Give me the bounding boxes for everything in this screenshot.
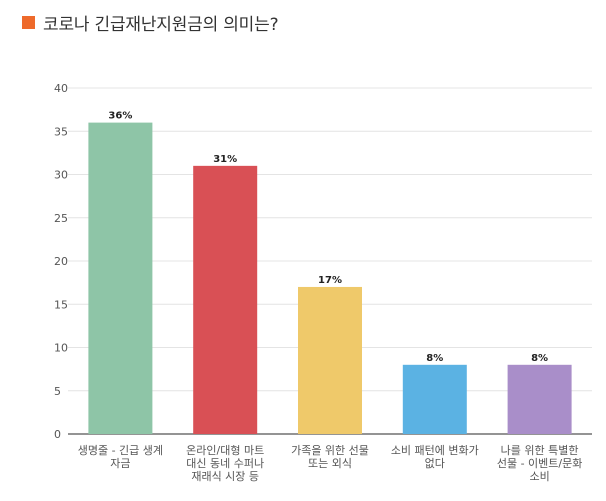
x-category-label: 소비 bbox=[529, 470, 549, 483]
x-category-label: 온라인/대형 마트 bbox=[186, 444, 264, 457]
y-tick-label: 5 bbox=[54, 385, 61, 398]
chart-title-row: 코로나 긴급재난지원금의 의미는? bbox=[22, 10, 279, 35]
y-tick-label: 20 bbox=[54, 255, 68, 268]
y-tick-label: 15 bbox=[54, 298, 68, 311]
x-category-label: 가족을 위한 선물 bbox=[291, 444, 369, 457]
bar bbox=[507, 364, 572, 434]
y-tick-label: 0 bbox=[54, 428, 61, 441]
y-tick-label: 40 bbox=[54, 82, 68, 95]
x-category-label: 재래식 시장 등 bbox=[191, 470, 259, 483]
chart-title: 코로나 긴급재난지원금의 의미는? bbox=[43, 14, 279, 35]
bar bbox=[193, 165, 258, 434]
x-category-label: 생명줄 - 긴급 생계 bbox=[78, 444, 163, 457]
data-label: 8% bbox=[531, 353, 548, 364]
y-tick-label: 10 bbox=[54, 342, 68, 355]
bar bbox=[402, 364, 467, 434]
title-marker-square bbox=[22, 15, 35, 29]
x-category-label: 대신 동네 수퍼나 bbox=[186, 457, 264, 470]
x-category-label: 소비 패턴에 변화가 bbox=[391, 444, 479, 457]
x-category-label: 없다 bbox=[425, 457, 445, 470]
bar bbox=[298, 286, 362, 434]
x-category-label: 나를 위한 특별한 bbox=[501, 444, 579, 457]
data-label: 36% bbox=[108, 111, 132, 122]
y-tick-label: 25 bbox=[54, 212, 68, 225]
bar bbox=[88, 122, 153, 434]
x-category-label: 자금 bbox=[110, 457, 130, 470]
x-category-label: 또는 외식 bbox=[308, 457, 352, 470]
y-tick-label: 35 bbox=[54, 125, 68, 138]
data-label: 17% bbox=[318, 275, 342, 286]
data-label: 31% bbox=[213, 154, 237, 165]
y-tick-label: 30 bbox=[54, 169, 68, 182]
data-label: 8% bbox=[426, 353, 443, 364]
x-category-label: 선물 - 이벤트/문화 bbox=[497, 457, 583, 470]
